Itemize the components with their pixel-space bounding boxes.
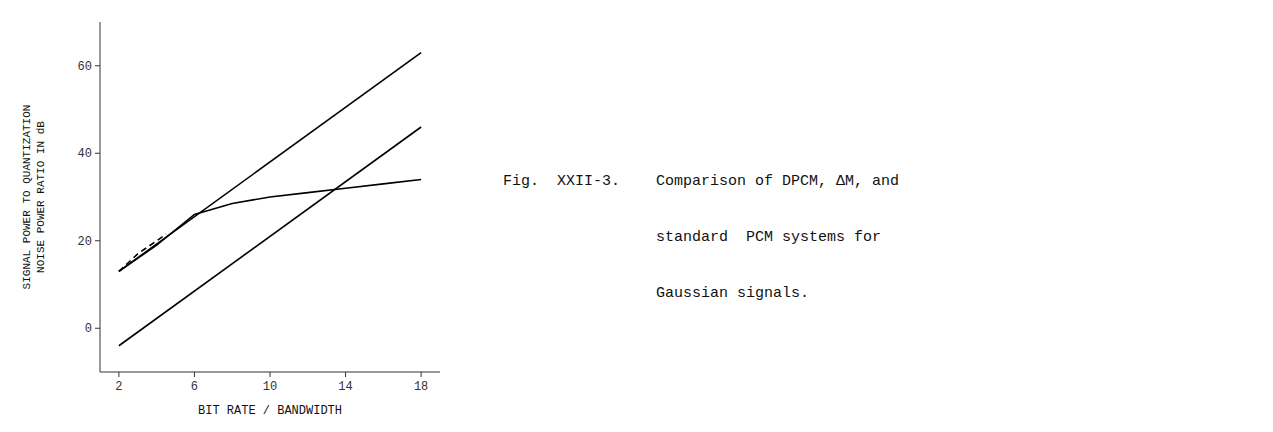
x-tick-label: 10: [263, 380, 277, 394]
plot-lines: [119, 53, 421, 346]
y-axis: [100, 22, 101, 372]
y-axis-label: SIGNAL POWER TO QUANTIZATION: [21, 105, 33, 290]
x-tick-label: 6: [191, 380, 198, 394]
x-tick-label: 14: [338, 380, 352, 394]
x-tick-label: 2: [115, 380, 122, 394]
y-tick: [95, 240, 100, 241]
y-tick: [95, 65, 100, 66]
y-tick-label: 40: [78, 147, 92, 161]
x-axis-label: BIT RATE / BANDWIDTH: [198, 404, 342, 418]
annotation: Comparison of DPCM, ΔM, and: [656, 173, 899, 190]
x-tick: [118, 372, 119, 377]
y-tick-label: 60: [78, 60, 92, 74]
line: [119, 234, 166, 271]
y-tick: [95, 153, 100, 154]
y-axis-label: NOISE POWER RATIO IN dB: [35, 121, 47, 273]
annotation: Gaussian signals.: [656, 285, 809, 302]
chart: 2 6 10 14 18 0 20 40 60 BIT RATE / BANDWIDTH SIGNA…: [0, 0, 1273, 432]
annotation: Fig. XXII-3.: [503, 173, 620, 190]
line: [119, 53, 421, 272]
y-tick-label: 0: [85, 322, 92, 336]
y-tick-label: 20: [78, 235, 92, 249]
y-tick: [95, 328, 100, 329]
x-tick: [194, 372, 195, 377]
x-tick: [421, 372, 422, 377]
x-tick: [345, 372, 346, 377]
line: [119, 127, 421, 346]
annotation: standard PCM systems for: [656, 229, 881, 246]
x-tick-label: 18: [414, 380, 428, 394]
x-tick: [270, 372, 271, 377]
line: [119, 180, 421, 272]
